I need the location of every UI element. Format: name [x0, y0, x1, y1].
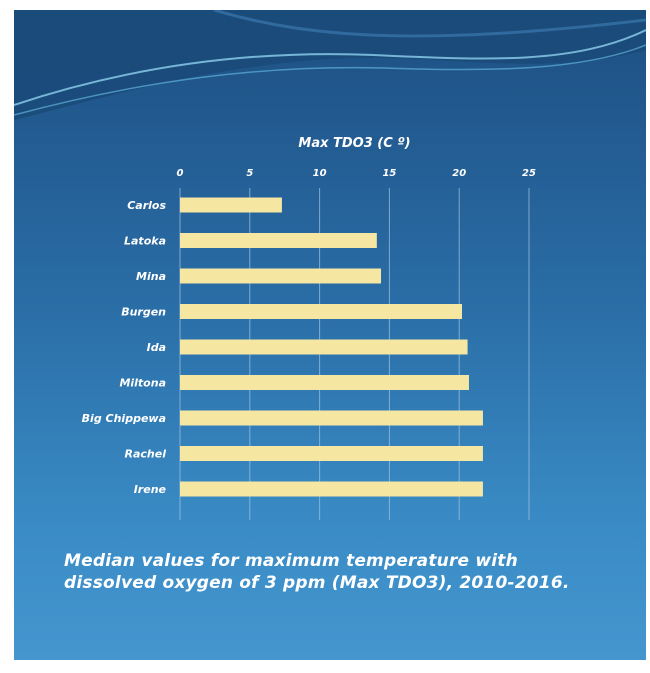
bar-rachel: [180, 446, 483, 461]
chart-title: Max TDO3 (C º): [298, 136, 410, 151]
x-tick-label: 5: [246, 168, 253, 179]
x-tick-label: 10: [313, 168, 327, 179]
category-label: Big Chippewa: [82, 412, 166, 425]
category-labels: Carlos Latoka Mina Burgen Ida Miltona Big Chip…: [82, 199, 167, 496]
category-label: Mina: [136, 270, 166, 283]
category-label: Latoka: [124, 235, 166, 248]
category-label: Irene: [134, 483, 167, 496]
bar-mina: [180, 268, 382, 284]
bar-miltona: [180, 375, 469, 390]
x-tick-label: 25: [522, 168, 536, 179]
chart-caption: Median values for maximum temperature wi…: [64, 551, 570, 593]
x-axis-ticks: 0 5 10 15 20 25: [177, 168, 536, 179]
bar-burgen: [180, 304, 462, 319]
decorative-wave-header: [14, 10, 646, 120]
x-tick-label: 0: [177, 168, 184, 179]
category-label: Miltona: [119, 377, 166, 390]
category-label: Ida: [147, 341, 166, 354]
x-tick-label: 20: [452, 168, 466, 179]
bar-big-chippewa: [180, 410, 483, 426]
category-label: Carlos: [127, 199, 166, 212]
category-label: Rachel: [125, 448, 167, 461]
bars: [180, 197, 483, 497]
slide-background: Max TDO3 (C º) 0 5 10 15 20 25 Carlos Latoka Mi…: [14, 10, 646, 660]
category-label: Burgen: [121, 306, 166, 319]
x-tick-label: 15: [382, 168, 396, 179]
bar-ida: [180, 339, 468, 355]
bar-chart: Max TDO3 (C º) 0 5 10 15 20 25 Carlos Latoka Mi…: [82, 136, 536, 520]
bar-irene: [180, 481, 483, 497]
bar-latoka: [180, 233, 377, 248]
bar-carlos: [180, 197, 282, 213]
